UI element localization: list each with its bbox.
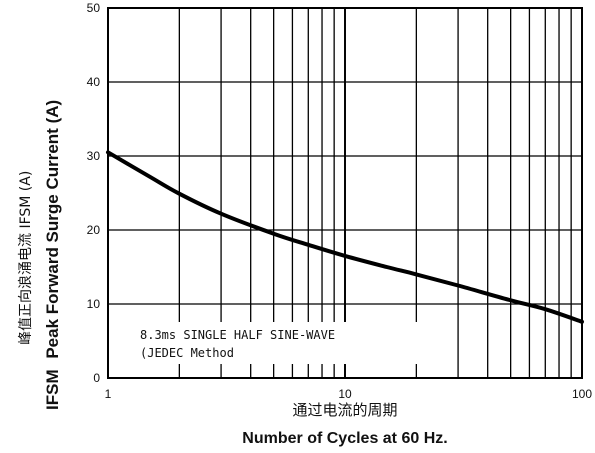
annotation-line-1: 8.3ms SINGLE HALF SINE-WAVE [140, 328, 335, 342]
x-tick-label: 10 [338, 387, 352, 401]
y-tick-label: 0 [93, 371, 100, 385]
surge-current-curve [106, 150, 584, 324]
y-tick-label: 50 [87, 1, 101, 15]
x-tick-label: 1 [105, 387, 112, 401]
x-axis-label-cn: 通过电流的周期 [292, 401, 397, 419]
annotation-line-2: (JEDEC Method [140, 346, 234, 360]
y-axis-label-cn: 峰值正向浪涌电流 IFSM (A) [18, 171, 34, 345]
y-axis-label-en: IFSM Peak Forward Surge Current (A) [43, 100, 62, 410]
grid-lines [107, 7, 583, 379]
y-tick-label: 10 [87, 297, 101, 311]
y-axis-text: Peak Forward Surge Current (A) [43, 100, 62, 359]
x-tick-label: 100 [572, 387, 592, 401]
y-tick-labels: 0 10 20 30 40 50 [87, 1, 101, 385]
annotation-box: 8.3ms SINGLE HALF SINE-WAVE (JEDEC Metho… [132, 322, 422, 364]
plot-frame [107, 7, 583, 379]
annotation-background [132, 322, 422, 364]
x-tick-labels: 1 10 100 [105, 387, 593, 401]
y-tick-label: 30 [87, 149, 101, 163]
y-tick-label: 40 [87, 75, 101, 89]
y-axis-symbol: IFSM [43, 369, 62, 410]
x-axis-label-en: Number of Cycles at 60 Hz. [242, 430, 447, 447]
y-tick-label: 20 [87, 223, 101, 237]
